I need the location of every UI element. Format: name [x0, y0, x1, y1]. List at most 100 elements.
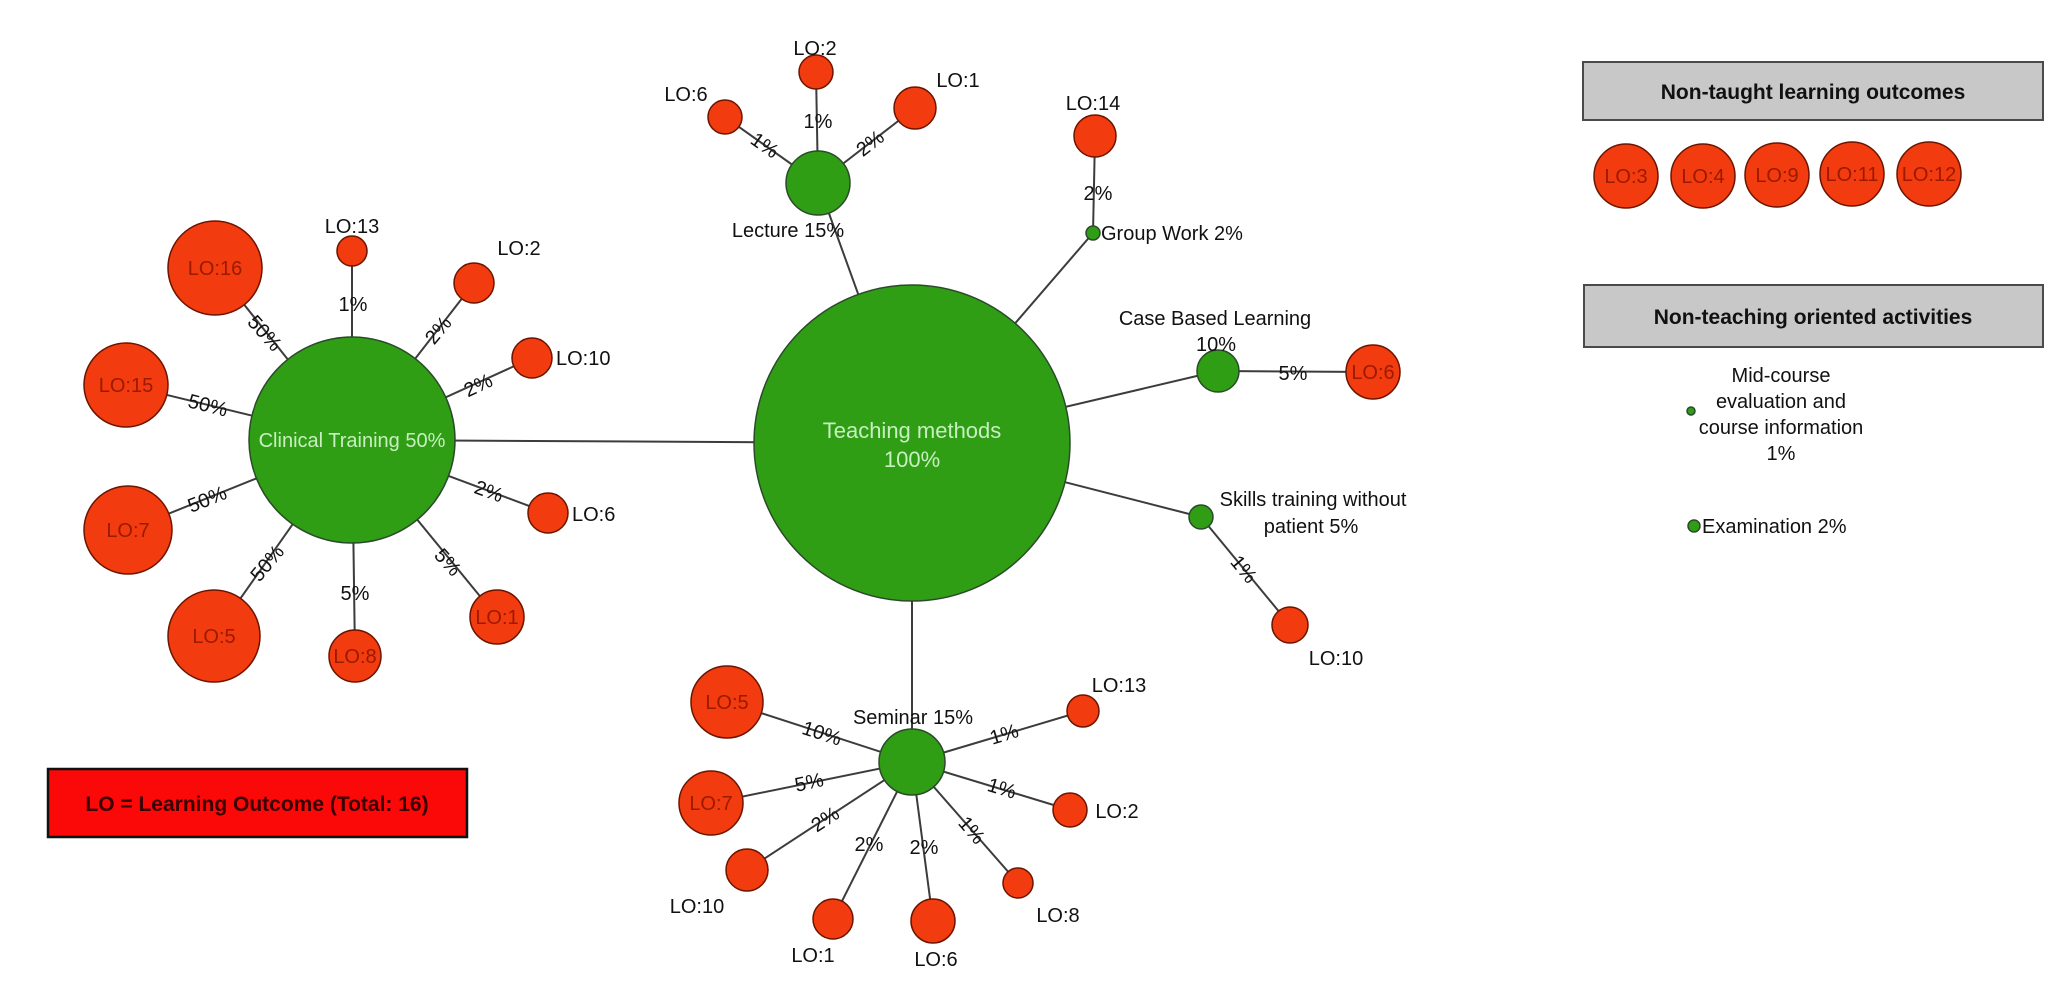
legend-lo9-node	[1744, 142, 1810, 208]
lecture-label: Lecture 15%	[732, 220, 845, 242]
seminar-lo8-node	[1002, 867, 1034, 899]
edge-pct: 2%	[855, 834, 884, 856]
lo16-node	[167, 220, 263, 316]
edge-pct: 2%	[807, 803, 843, 837]
nodes	[83, 54, 1401, 944]
seminar-lo13-node	[1066, 694, 1100, 728]
non-taught-header-box	[1582, 61, 2044, 121]
seminar-lo5-label: LO:5	[705, 692, 748, 714]
legend-non-teaching: Non-teaching oriented activities Mid-cou…	[1583, 284, 2044, 538]
node-labels: Teaching methods 100% Clinical Training …	[99, 38, 1407, 971]
seminar-lo7-label: LO:7	[689, 793, 732, 815]
skills-label-line1: Skills training without	[1220, 489, 1407, 511]
note-text: LO = Learning Outcome (Total: 16)	[85, 793, 428, 816]
seminar-lo2-label: LO:2	[1095, 801, 1138, 823]
lecture-lo6-node	[707, 99, 743, 135]
edge-pct: 50%	[186, 390, 230, 421]
lo13-label: LO:13	[325, 216, 379, 238]
lecture-lo6-label: LO:6	[664, 84, 707, 106]
seminar-label: Seminar 15%	[853, 707, 973, 729]
edge-pct: 1%	[987, 720, 1021, 750]
teaching-label-line2: 100%	[884, 447, 940, 472]
mid-course-dot	[1686, 406, 1696, 416]
edge-pct: 5%	[793, 769, 826, 797]
lo16-label: LO:16	[188, 258, 242, 280]
legend-lo12-label: LO:12	[1902, 164, 1956, 186]
legend-lo11-label: LO:11	[1826, 164, 1879, 186]
lecture-lo2-node	[798, 54, 834, 90]
seminar-node	[878, 728, 946, 796]
legend-lo3-label: LO:3	[1604, 166, 1647, 188]
lo14-node	[1073, 114, 1117, 158]
seminar-lo10-label: LO:10	[670, 896, 724, 918]
edge-pct: 1%	[985, 774, 1019, 804]
lo10-node	[511, 337, 553, 379]
non-taught-title: Non-taught learning outcomes	[1661, 81, 1966, 104]
lo7-node	[83, 485, 173, 575]
legend-non-taught: Non-taught learning outcomes LO:3 LO:4 L…	[1582, 61, 2044, 209]
edge-pct: 50%	[185, 482, 231, 517]
lo15-label: LO:15	[99, 375, 153, 397]
mid-course-line3: course information	[1699, 417, 1864, 439]
note-box-group: LO = Learning Outcome (Total: 16)	[46, 767, 469, 839]
lecture-lo1-label: LO:1	[936, 70, 979, 92]
lo6-node	[527, 492, 569, 534]
non-teaching-header-box	[1583, 284, 2044, 348]
skills-lo10-node	[1271, 606, 1309, 644]
legend-lo3-node	[1593, 143, 1659, 209]
seminar-lo2-node	[1052, 792, 1088, 828]
seminar-lo6-node	[910, 898, 956, 944]
mid-course-line4: 1%	[1767, 443, 1796, 465]
seminar-lo13-label: LO:13	[1092, 675, 1146, 697]
edge-pct: 2%	[910, 837, 939, 859]
lo1-label: LO:1	[475, 607, 518, 629]
legend-lo11-node	[1819, 141, 1885, 207]
lo10-label: LO:10	[556, 348, 610, 370]
edge-pct: 1%	[804, 111, 833, 133]
lo5-node	[167, 589, 261, 683]
lo8-label: LO:8	[333, 646, 376, 668]
lo13-node	[336, 235, 368, 267]
examination-dot	[1687, 519, 1701, 533]
lecture-lo2-label: LO:2	[793, 38, 836, 60]
edge-pct: 1%	[746, 129, 782, 164]
edge	[710, 761, 913, 804]
lo2-node	[453, 262, 495, 304]
group-work-node	[1085, 225, 1101, 241]
teaching-methods-node	[753, 284, 1071, 602]
skills-label-line2: patient 5%	[1264, 516, 1359, 538]
teaching-label-line1: Teaching methods	[823, 418, 1002, 443]
case-based-node	[1196, 349, 1240, 393]
mid-course-line1: Mid-course	[1732, 365, 1831, 387]
lo1-node	[469, 589, 525, 645]
legend-lo9-label: LO:9	[1755, 165, 1798, 187]
seminar-lo7-node	[678, 770, 744, 836]
legend-lo4-node	[1670, 143, 1736, 209]
lecture-node	[785, 150, 851, 216]
seminar-lo1-node	[812, 898, 854, 940]
group-work-label: Group Work 2%	[1101, 223, 1243, 245]
case-lo6-node	[1345, 344, 1401, 400]
edge-pct: 10%	[799, 717, 844, 750]
clinical-label: Clinical Training 50%	[259, 430, 446, 452]
seminar-lo8-label: LO:8	[1036, 905, 1079, 927]
seminar-lo6-label: LO:6	[914, 949, 957, 971]
examination-label: Examination 2%	[1702, 516, 1847, 538]
lo5-label: LO:5	[192, 626, 235, 648]
skills-training-node	[1188, 504, 1214, 530]
edge-pct: 5%	[1279, 363, 1308, 385]
seminar-lo1-label: LO:1	[791, 945, 834, 967]
seminar-lo5-node	[690, 665, 764, 739]
seminar-lo10-node	[725, 848, 769, 892]
lecture-lo1-node	[893, 86, 937, 130]
edge-pct: 5%	[429, 545, 465, 581]
lo6-label: LO:6	[572, 504, 615, 526]
case-lo6-label: LO:6	[1351, 362, 1394, 384]
edge-pct: 2%	[1084, 183, 1113, 205]
edge	[1200, 516, 1291, 626]
edge-pct: 5%	[341, 583, 370, 605]
skills-lo10-label: LO:10	[1309, 648, 1363, 670]
lo15-node	[83, 342, 169, 428]
